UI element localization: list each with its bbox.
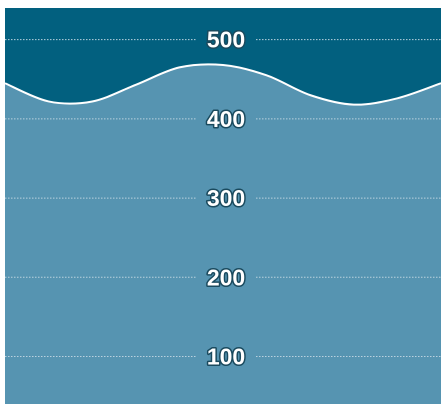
y-tick-label-100: 100 — [207, 343, 245, 369]
y-tick-label-300: 300 — [207, 185, 245, 211]
y-tick-label-200: 200 — [207, 264, 245, 290]
area-series-line — [4, 63, 442, 106]
y-tick-label-400: 400 — [207, 106, 245, 132]
gridlines — [5, 39, 441, 357]
y-tick-label-500: 500 — [207, 27, 245, 53]
y-axis-tick-labels: 100 200 300 400 500 — [205, 25, 246, 371]
area-series-fill — [5, 64, 441, 404]
